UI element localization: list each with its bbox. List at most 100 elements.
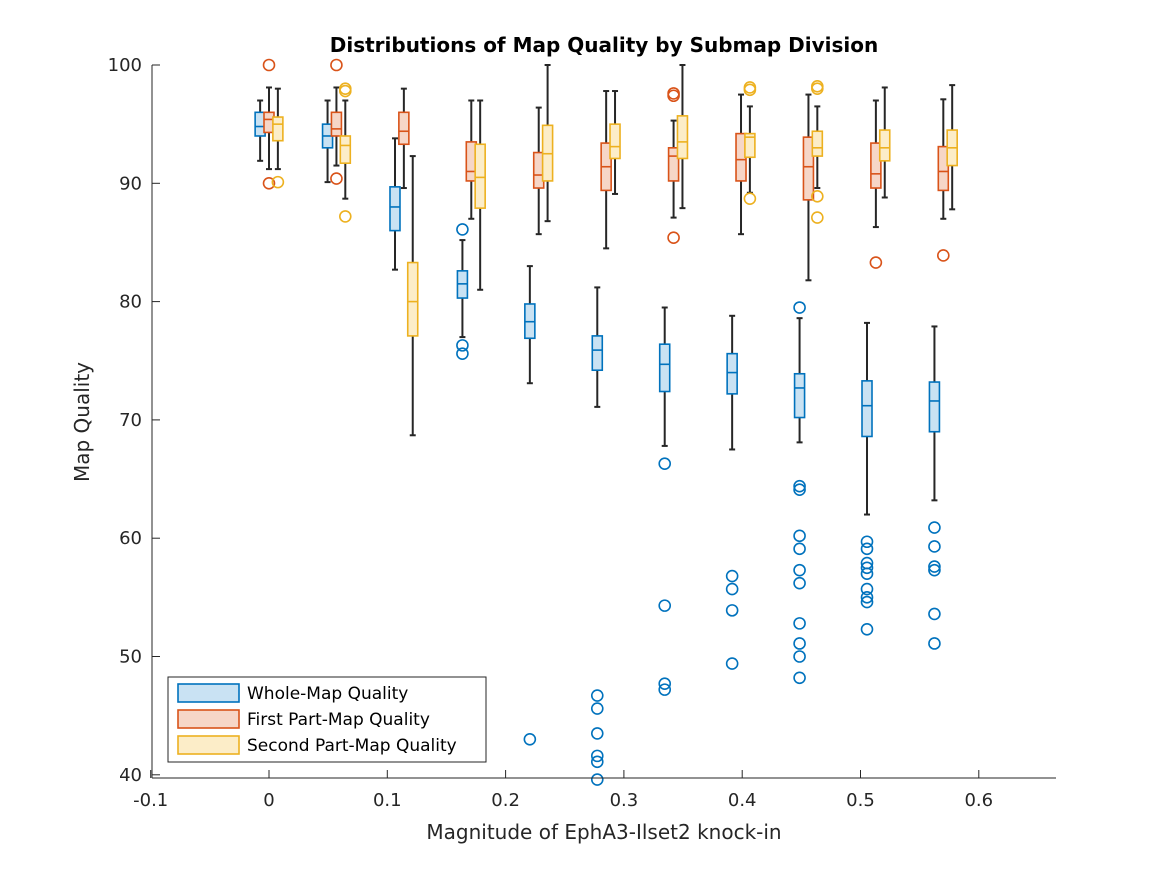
legend-label: First Part-Map Quality	[247, 710, 430, 730]
outlier-point	[860, 622, 874, 636]
iqr-box	[878, 129, 891, 162]
outlier-point	[793, 650, 806, 663]
iqr-box	[928, 381, 941, 433]
outlier-point	[590, 749, 604, 763]
outlier-point	[937, 249, 950, 262]
outlier-point	[811, 211, 824, 224]
outlier-point	[262, 177, 276, 190]
boxplot-group	[271, 87, 285, 189]
boxplot-group	[389, 137, 401, 271]
outlier-point	[590, 727, 604, 740]
x-axis-label: Magnitude of EphA3-Ilset2 knock-in	[426, 820, 781, 844]
outlier-point	[793, 576, 806, 590]
iqr-box	[339, 135, 352, 164]
outlier-point	[658, 677, 672, 691]
ticks-layer: -0.1 0 0.1 0.2 0.3 0.4 0.5 0.6 40 50 60 70 80 90 100	[108, 55, 993, 811]
legend-item: Whole-Map Quality	[177, 683, 408, 704]
outlier-point	[725, 582, 739, 596]
iqr-box	[870, 142, 882, 189]
iqr-box	[726, 352, 738, 395]
outlier-point	[811, 190, 824, 203]
outlier-point	[811, 82, 824, 95]
iqr-box	[389, 186, 401, 232]
outlier-point	[330, 58, 343, 72]
outlier-point	[793, 479, 806, 493]
iqr-box	[406, 261, 419, 337]
boxplot-group	[541, 64, 554, 223]
series-1	[254, 99, 941, 786]
boxplot-group	[658, 306, 672, 696]
boxplot-group	[590, 286, 604, 786]
boxes-layer	[254, 58, 958, 786]
outlier-point	[928, 637, 941, 650]
boxplot-group	[330, 58, 343, 185]
x-tick-label: 0	[263, 790, 274, 811]
outlier-point	[928, 560, 941, 573]
outlier-point	[658, 683, 672, 696]
y-tick-label: 100	[108, 55, 142, 76]
legend-items: Whole-Map Quality First Part-Map Quality S…	[177, 683, 457, 756]
boxplot-group	[600, 90, 612, 250]
boxplot-group	[398, 87, 410, 190]
outlier-point	[658, 599, 672, 612]
boxplot-group	[321, 99, 334, 184]
outlier-point	[860, 561, 874, 575]
x-tick-label: 0.1	[373, 790, 402, 811]
boxplot-group	[793, 301, 806, 685]
outlier-point	[860, 582, 874, 596]
iqr-box	[793, 372, 806, 419]
boxplot-group	[869, 99, 883, 269]
legend-swatch	[177, 735, 240, 755]
boxplot-group	[474, 99, 486, 291]
boxplot-group	[878, 86, 891, 199]
iqr-box	[272, 116, 284, 142]
boxplot-group	[532, 106, 545, 236]
legend: Whole-Map Quality First Part-Map Quality S…	[167, 676, 487, 763]
outlier-point	[590, 702, 604, 715]
boxplot-group	[937, 98, 950, 262]
iqr-box	[474, 143, 486, 209]
boxplot-group	[802, 93, 815, 282]
axes-layer	[151, 65, 1056, 779]
boxplot-group	[928, 325, 941, 650]
iqr-box	[330, 111, 343, 137]
y-tick-label: 80	[119, 292, 142, 313]
y-tick-label: 60	[119, 528, 142, 549]
outlier-point	[860, 591, 874, 604]
y-tick-label: 40	[119, 765, 142, 786]
outlier-point	[928, 563, 941, 577]
outlier-point	[590, 755, 604, 769]
outlier-point	[860, 542, 874, 556]
outlier-point	[456, 339, 469, 352]
boxplot-group	[523, 265, 537, 746]
outlier-point	[743, 192, 757, 205]
legend-label: Second Part-Map Quality	[247, 736, 457, 756]
boxplot-group	[946, 84, 958, 211]
x-tick-label: -0.1	[133, 790, 168, 811]
outlier-point	[793, 637, 806, 650]
legend-swatch	[177, 709, 240, 729]
outlier-point	[793, 542, 806, 556]
outlier-point	[793, 671, 806, 685]
outlier-point	[339, 210, 352, 223]
outlier-point	[725, 657, 739, 670]
iqr-box	[609, 123, 621, 160]
outlier-point	[928, 540, 941, 553]
boxplot-group	[667, 87, 680, 245]
outlier-point	[590, 689, 604, 702]
legend-item: First Part-Map Quality	[177, 709, 430, 730]
outlier-point	[860, 535, 874, 549]
boxplot-group	[743, 81, 757, 205]
iqr-box	[658, 343, 671, 393]
boxplot-group	[725, 314, 739, 670]
legend-item: Second Part-Map Quality	[177, 735, 457, 756]
outlier-point	[860, 595, 874, 609]
boxplot-group	[860, 321, 874, 636]
chart-title: Distributions of Map Quality by Submap D…	[330, 33, 879, 57]
iqr-box	[676, 115, 689, 160]
y-axis-label: Map Quality	[70, 362, 94, 482]
x-tick-label: 0.2	[491, 790, 520, 811]
boxplot-group	[456, 223, 469, 360]
outlier-point	[725, 604, 739, 617]
y-tick-label: 90	[119, 173, 142, 194]
